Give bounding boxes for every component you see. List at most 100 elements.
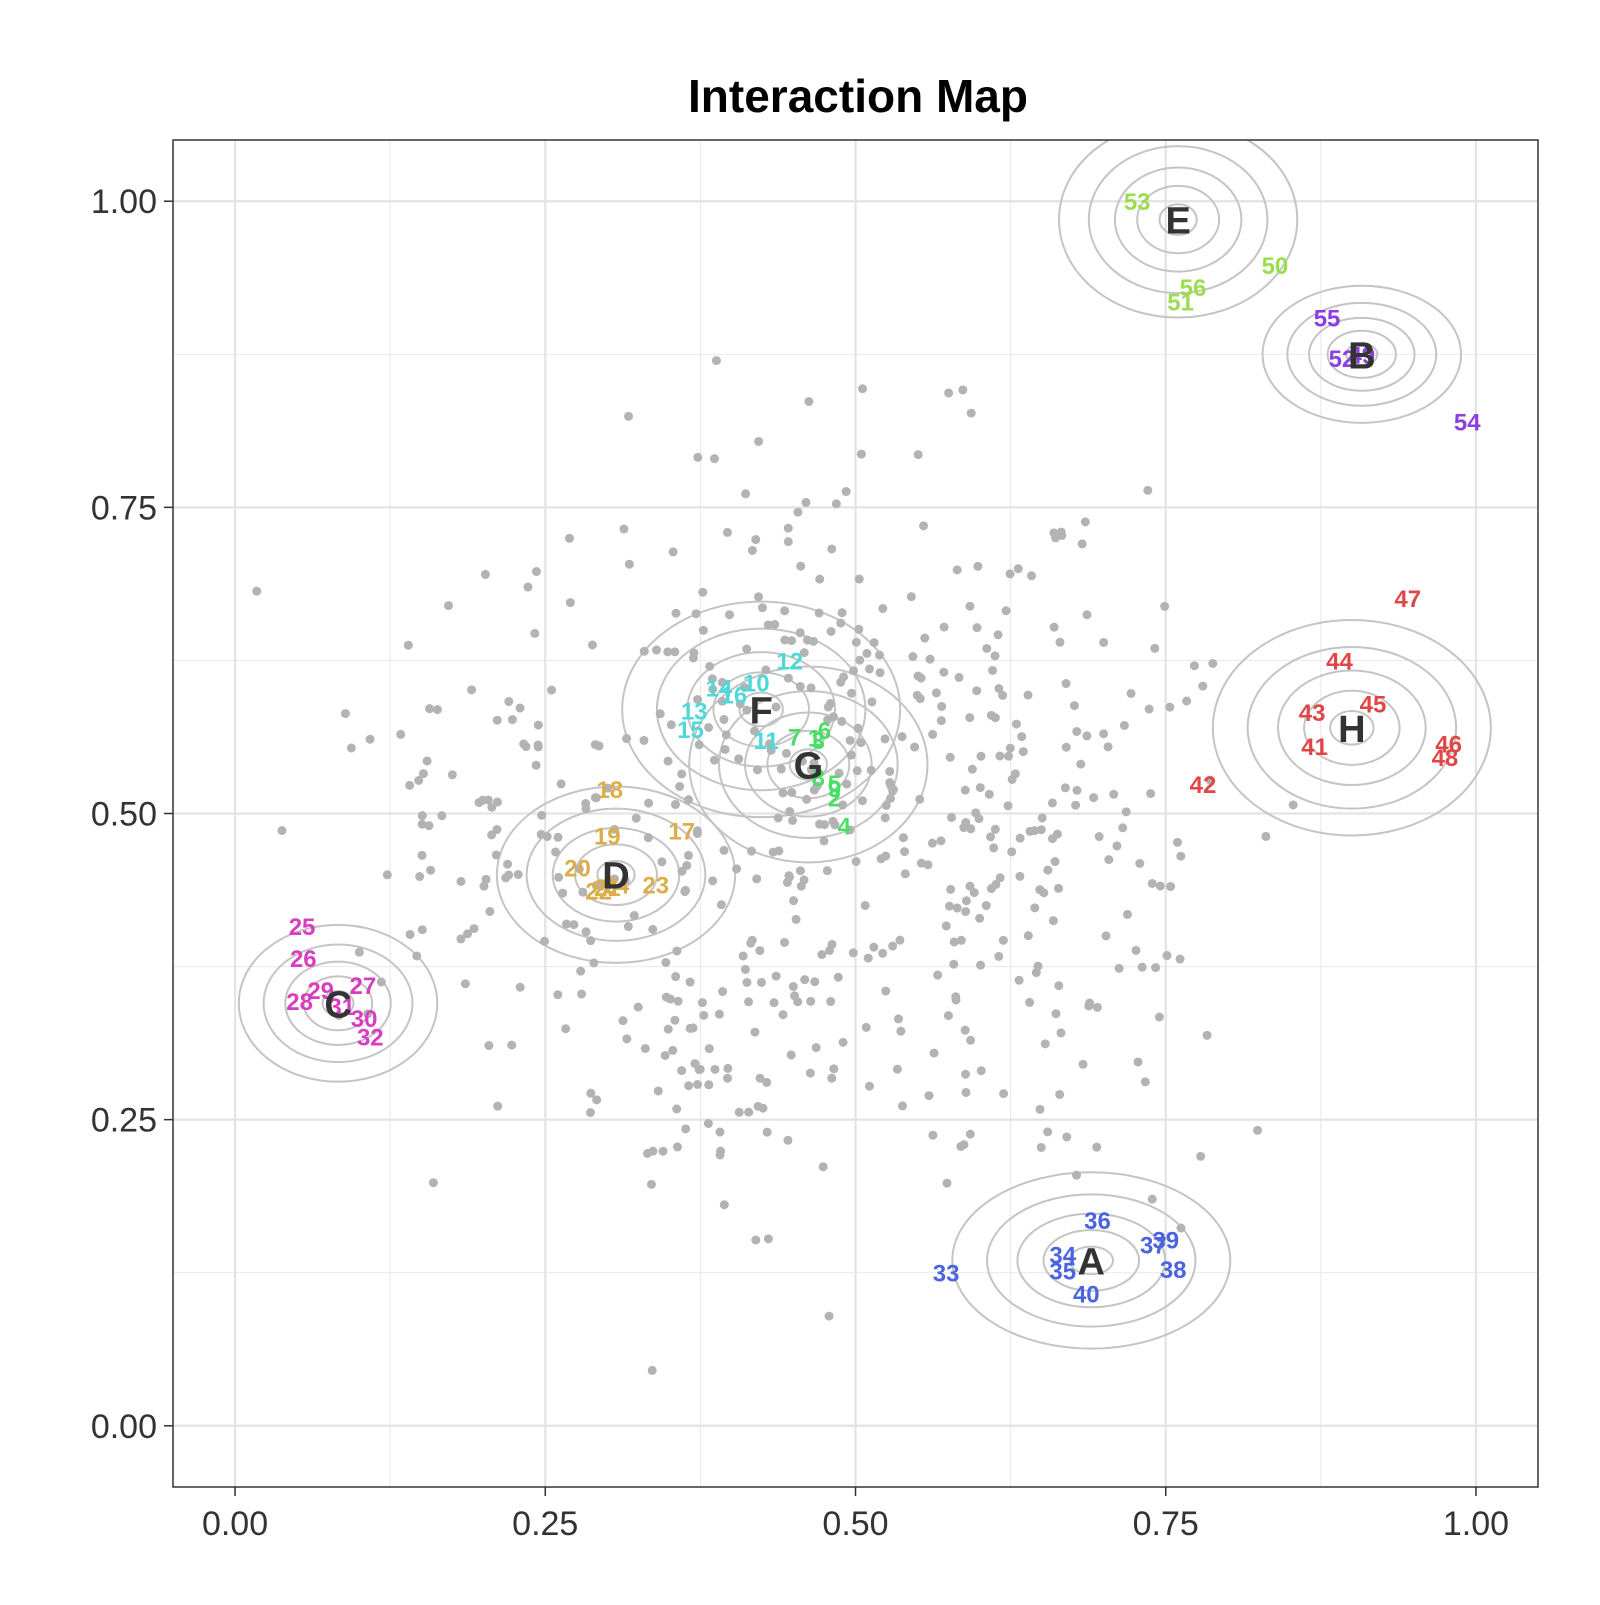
- background-point: [1072, 1170, 1082, 1180]
- cluster-label-E: E: [1165, 201, 1190, 243]
- background-point: [725, 610, 735, 620]
- point-label-47: 47: [1394, 586, 1421, 613]
- background-point: [827, 1073, 837, 1083]
- background-point: [886, 793, 896, 803]
- background-point: [752, 765, 762, 775]
- background-point: [1001, 606, 1011, 616]
- contour-line: [1158, 203, 1198, 236]
- background-point: [787, 636, 797, 646]
- background-point: [823, 715, 833, 725]
- background-point: [961, 896, 971, 906]
- background-point: [1072, 785, 1082, 795]
- background-point: [412, 951, 422, 961]
- background-point: [671, 608, 681, 618]
- cluster-label-D: D: [602, 856, 629, 898]
- background-point: [684, 795, 694, 805]
- background-point: [799, 875, 809, 885]
- x-tick-label: 0.75: [1133, 1505, 1199, 1543]
- background-point: [949, 959, 959, 969]
- background-point: [1007, 847, 1017, 857]
- background-point: [504, 870, 514, 880]
- background-point: [763, 620, 773, 630]
- background-point: [954, 672, 964, 682]
- background-point: [1288, 800, 1298, 810]
- background-point: [1202, 1030, 1212, 1040]
- background-point: [771, 702, 781, 712]
- background-point: [770, 619, 780, 629]
- background-point: [936, 716, 946, 726]
- background-point: [944, 388, 954, 398]
- background-point: [929, 1048, 939, 1058]
- background-point: [723, 1063, 733, 1073]
- background-point: [863, 953, 873, 963]
- background-point: [845, 825, 855, 835]
- background-point: [824, 1311, 834, 1321]
- background-point: [945, 752, 955, 762]
- background-point: [663, 647, 673, 657]
- background-point: [761, 665, 771, 675]
- background-point: [682, 861, 692, 871]
- background-point: [417, 850, 427, 860]
- background-point: [592, 1095, 602, 1105]
- background-point: [693, 452, 703, 462]
- background-point: [487, 802, 497, 812]
- contour-line: [1113, 166, 1243, 273]
- background-point: [646, 1179, 656, 1189]
- background-point: [851, 856, 861, 866]
- background-point: [795, 681, 805, 691]
- background-point: [740, 964, 750, 974]
- background-point: [800, 975, 810, 985]
- point-label-56: 56: [1180, 275, 1207, 302]
- background-point: [1175, 954, 1185, 964]
- background-point: [1160, 601, 1170, 611]
- background-point: [417, 811, 427, 821]
- background-point: [491, 850, 501, 860]
- background-point: [521, 742, 531, 752]
- background-point: [460, 979, 470, 989]
- background-point: [691, 609, 701, 619]
- background-point: [697, 998, 707, 1008]
- background-point: [456, 934, 466, 944]
- background-point: [797, 756, 807, 766]
- contour-line: [1286, 301, 1438, 407]
- background-point: [672, 946, 682, 956]
- point-label-23: 23: [642, 873, 669, 900]
- background-point: [783, 537, 793, 547]
- point-label-2: 2: [828, 786, 841, 813]
- background-point: [1140, 1077, 1150, 1087]
- contour-line: [621, 600, 902, 819]
- contour-line: [1326, 329, 1397, 379]
- background-point: [869, 638, 879, 648]
- point-label-45: 45: [1360, 691, 1387, 718]
- contour-line: [738, 691, 784, 728]
- background-point: [933, 970, 943, 980]
- background-point: [1077, 539, 1087, 549]
- contour-line: [262, 943, 414, 1064]
- background-point: [1027, 571, 1037, 581]
- contour-line: [1277, 669, 1427, 787]
- background-point: [751, 535, 761, 545]
- background-point: [1166, 882, 1176, 892]
- point-label-13: 13: [681, 699, 708, 726]
- background-point: [880, 813, 890, 823]
- background-point: [965, 713, 975, 723]
- background-point: [1040, 1039, 1050, 1049]
- point-label-50: 50: [1262, 253, 1289, 280]
- cluster-label-A: A: [1078, 1241, 1105, 1283]
- background-point: [564, 533, 574, 543]
- background-point: [742, 977, 752, 987]
- background-point: [881, 986, 891, 996]
- y-tick-label: 1.00: [91, 183, 157, 221]
- background-point: [424, 704, 434, 714]
- background-point: [515, 982, 525, 992]
- background-point: [1089, 793, 1099, 803]
- background-point: [553, 832, 563, 842]
- background-point: [717, 696, 727, 706]
- background-point: [1112, 841, 1122, 851]
- background-point: [424, 821, 434, 831]
- background-point: [487, 830, 497, 840]
- background-point: [750, 1027, 760, 1037]
- background-point: [773, 813, 783, 823]
- background-point: [966, 1035, 976, 1045]
- background-point: [417, 925, 427, 935]
